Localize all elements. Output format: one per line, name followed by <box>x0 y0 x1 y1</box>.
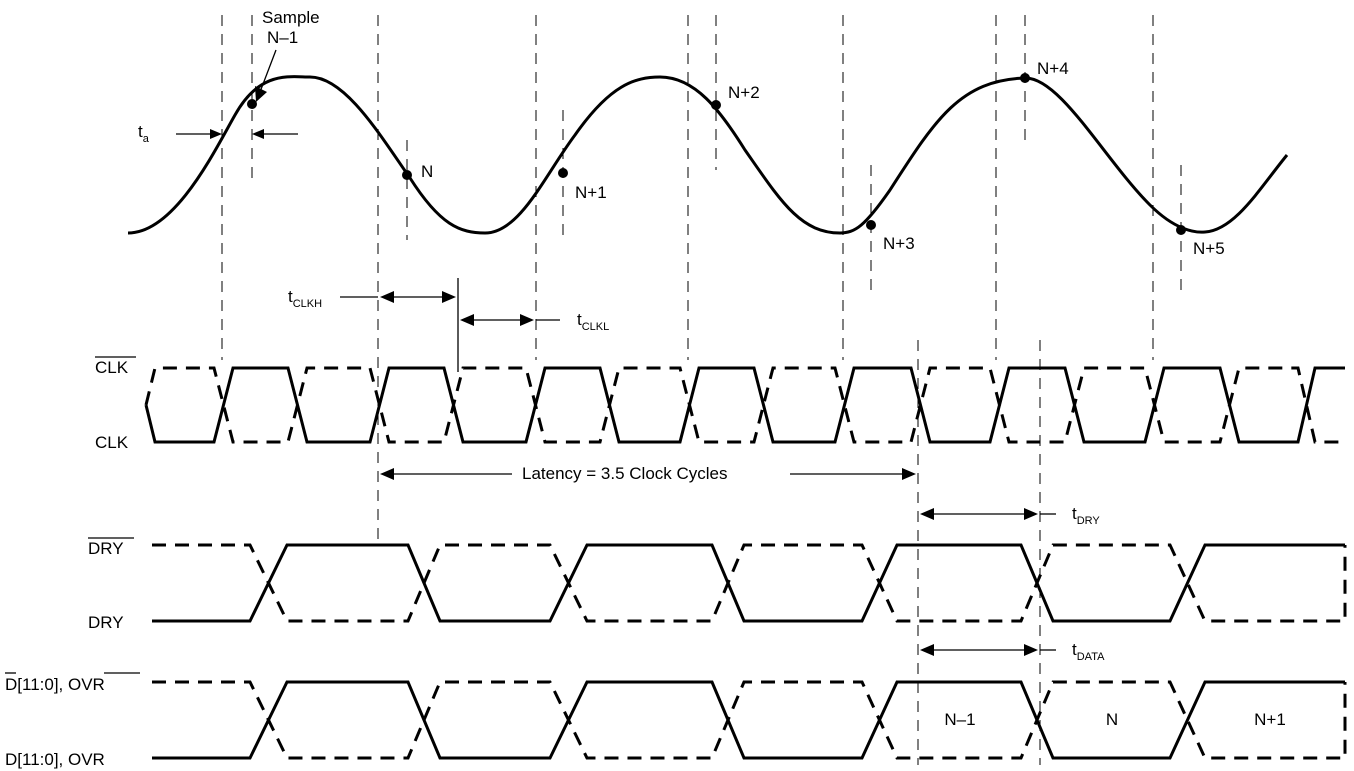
arrowhead <box>210 129 222 139</box>
tclkh-label: tCLKH <box>288 287 322 310</box>
sample-caption: Sample <box>262 8 320 27</box>
sample-label: N <box>421 162 433 181</box>
sample-point <box>711 100 721 110</box>
sample-label: N+4 <box>1037 59 1069 78</box>
data-label: D[11:0], OVR <box>5 750 105 769</box>
arrowhead <box>920 644 934 656</box>
sample-caption-index: N–1 <box>267 28 298 47</box>
sample-point <box>402 170 412 180</box>
tdry-timing: tDRY <box>920 504 1100 527</box>
clk-bar-waveform <box>144 366 1345 444</box>
data-word: N <box>1106 710 1118 729</box>
clk-bar-label: CLK <box>95 358 129 377</box>
sample-point <box>1020 73 1030 83</box>
aperture-delay-label: ta <box>138 122 150 145</box>
analog-input-waveform <box>127 75 1289 235</box>
arrowhead <box>902 468 916 480</box>
data-bar-d: D <box>5 675 17 694</box>
arrowhead <box>920 508 934 520</box>
dry-bar-waveform <box>152 543 1347 623</box>
sample-point <box>1176 225 1186 235</box>
sample-point <box>558 168 568 178</box>
arrowhead <box>252 129 264 139</box>
sample-label: N+2 <box>728 83 760 102</box>
tclkl-label: tCLKL <box>577 310 609 333</box>
data-bar-ovr: OVR <box>68 675 105 694</box>
tdata-label: tDATA <box>1072 640 1105 663</box>
dry-waveform <box>152 543 1345 623</box>
dry-signal: DRY DRY <box>88 537 1347 632</box>
data-bar-waveform <box>152 680 1347 760</box>
dry-label: DRY <box>88 613 124 632</box>
sample-pointer <box>259 49 277 93</box>
tdata-timing: tDATA <box>920 640 1105 663</box>
data-waveform <box>152 680 1345 760</box>
sample-label: N+3 <box>883 234 915 253</box>
clk-label: CLK <box>95 433 129 452</box>
dry-bar-label: DRY <box>88 539 124 558</box>
clock-period-timing: tCLKH tCLKL <box>288 278 609 372</box>
arrowhead <box>1024 644 1038 656</box>
analog-input: Sample N–1 N N+1 N+2 N+3 N+4 N+5 ta <box>127 8 1289 258</box>
arrowhead <box>380 291 394 303</box>
clk-waveform <box>144 366 1345 444</box>
latency-label: Latency = 3.5 Clock Cycles <box>522 464 728 483</box>
data-word: N–1 <box>944 710 975 729</box>
sample-pointer-arrowhead <box>255 86 267 102</box>
clk-signal: CLK CLK Latency = 3.5 Clock Cycles <box>95 356 1345 483</box>
arrowhead <box>380 468 394 480</box>
sample-point <box>247 99 257 109</box>
sample-point <box>866 220 876 230</box>
reference-guides <box>221 15 1182 765</box>
sample-label: N+1 <box>575 183 607 202</box>
sample-label: N+5 <box>1193 239 1225 258</box>
arrowhead <box>460 314 474 326</box>
arrowhead <box>520 314 534 326</box>
arrowhead <box>1024 508 1038 520</box>
data-bar-label: D[11:0], OVR <box>5 675 105 694</box>
tdry-label: tDRY <box>1072 504 1100 527</box>
arrowhead <box>442 291 456 303</box>
data-output-signal: D[11:0], OVR D[11:0], OVR N–1 N N+1 <box>5 672 1347 769</box>
data-word: N+1 <box>1254 710 1286 729</box>
